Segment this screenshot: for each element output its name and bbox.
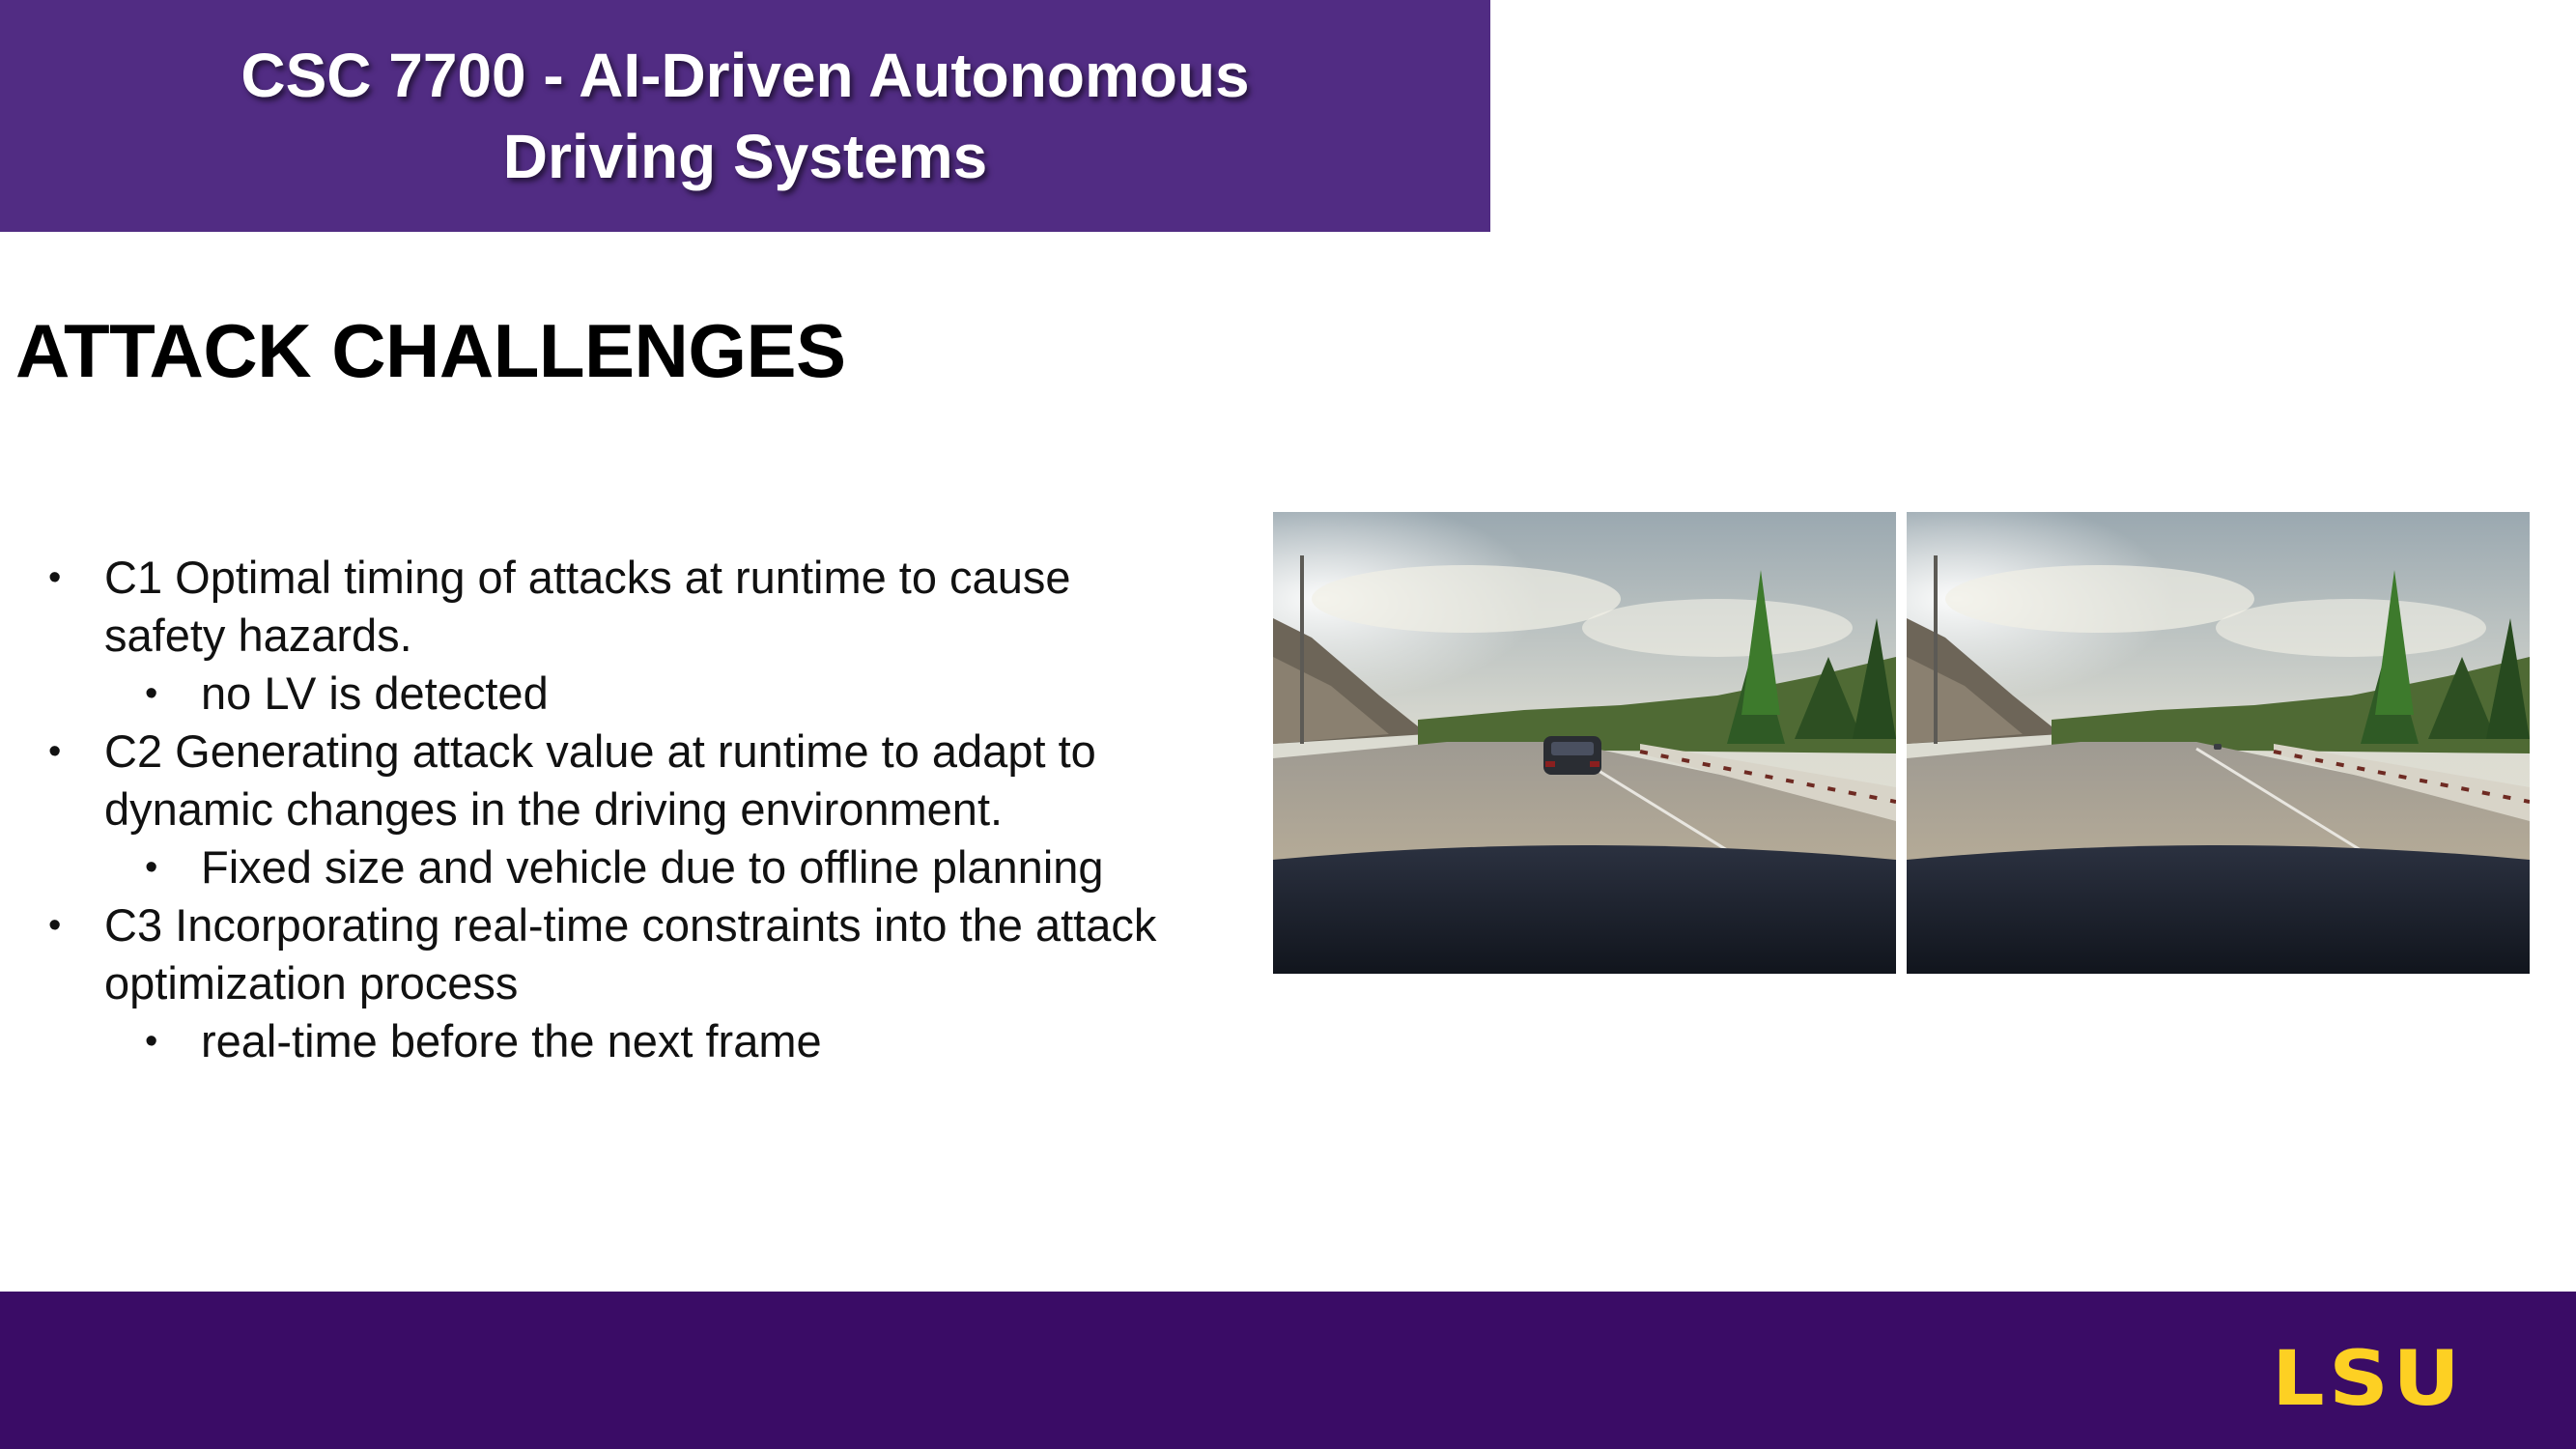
driving-scene-without-lead-vehicle-image bbox=[1907, 512, 2530, 974]
bullet-item-c2: • C2 Generating attack value at runtime … bbox=[39, 723, 1256, 838]
sub-bullet-dot: • bbox=[145, 1012, 157, 1070]
sub-bullet-text: no LV is detected bbox=[201, 668, 549, 719]
course-title: CSC 7700 - AI-Driven Autonomous Driving … bbox=[70, 35, 1422, 197]
bullet-text-line1: C2 Generating attack value at runtime to… bbox=[104, 725, 1096, 777]
sub-bullet-dot: • bbox=[145, 665, 157, 723]
sub-bullet-item-c3: • real-time before the next frame bbox=[39, 1012, 1256, 1070]
course-title-line2: Driving Systems bbox=[503, 122, 988, 191]
slide-title: ATTACK CHALLENGES bbox=[15, 307, 846, 395]
bullet-text-line2: safety hazards. bbox=[104, 610, 412, 661]
bullet-dot: • bbox=[48, 549, 61, 607]
sub-bullet-item-c1: • no LV is detected bbox=[39, 665, 1256, 723]
sub-bullet-item-c2: • Fixed size and vehicle due to offline … bbox=[39, 838, 1256, 896]
lsu-logo: LSU bbox=[2272, 1350, 2490, 1409]
bullet-item-c1: • C1 Optimal timing of attacks at runtim… bbox=[39, 549, 1256, 665]
driving-scene-with-lead-vehicle-image bbox=[1273, 512, 1896, 974]
footer-band bbox=[0, 1292, 2576, 1449]
bullet-dot: • bbox=[48, 896, 61, 954]
sub-bullet-dot: • bbox=[145, 838, 157, 896]
bullet-dot: • bbox=[48, 723, 61, 781]
bullet-text-line1: C1 Optimal timing of attacks at runtime … bbox=[104, 552, 1070, 603]
sub-bullet-text: real-time before the next frame bbox=[201, 1015, 822, 1066]
course-title-line1: CSC 7700 - AI-Driven Autonomous bbox=[241, 41, 1249, 110]
bullet-text-line2: optimization process bbox=[104, 957, 518, 1009]
bullet-text-line2: dynamic changes in the driving environme… bbox=[104, 783, 1003, 835]
bullet-text-line1: C3 Incorporating real-time constraints i… bbox=[104, 899, 1156, 951]
header-band: CSC 7700 - AI-Driven Autonomous Driving … bbox=[0, 0, 1490, 232]
sub-bullet-text: Fixed size and vehicle due to offline pl… bbox=[201, 841, 1104, 893]
bullet-item-c3: • C3 Incorporating real-time constraints… bbox=[39, 896, 1256, 1012]
bullet-list: • C1 Optimal timing of attacks at runtim… bbox=[39, 549, 1256, 1070]
